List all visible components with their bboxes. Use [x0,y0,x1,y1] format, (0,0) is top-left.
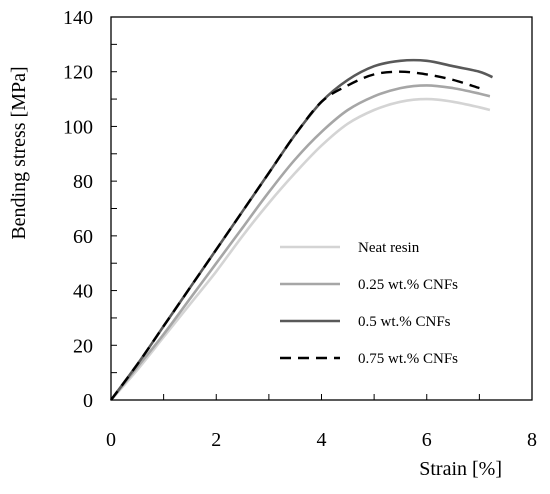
y-axis-label: Bending stress [MPa] [8,66,30,239]
plot-frame [110,16,533,401]
x-tick-label: 4 [317,429,327,451]
series-layer [109,58,494,401]
y-tick-label: 140 [63,7,93,29]
legend: Neat resin 0.25 wt.% CNFs 0.5 wt.% CNFs 0.7… [280,240,458,367]
legend-label-3: 0.5 wt.% CNFs [358,314,451,330]
y-tick-label: 20 [73,335,93,357]
y-tick-label: 0 [83,390,93,412]
legend-label-1: Neat resin [358,240,420,256]
legend-label-4: 0.75 wt.% CNFs [358,351,458,367]
x-tick-label: 2 [211,429,221,451]
series-line-2 [109,84,491,401]
series-line-4 [110,70,480,401]
plot-border [110,16,533,401]
y-tick-label: 100 [63,116,93,138]
y-tick-label: 80 [73,171,93,193]
x-axis-label: Strain [%] [419,458,502,480]
legend-label-2: 0.25 wt.% CNFs [358,277,458,293]
x-tick-label: 8 [527,429,537,451]
x-tick-label: 6 [422,429,432,451]
y-tick-label: 120 [63,62,93,84]
series-line-3 [109,58,494,401]
series-line-1 [110,97,491,401]
y-tick-label: 40 [73,281,93,303]
y-tick-label: 60 [73,226,93,248]
x-tick-label: 0 [106,429,116,451]
